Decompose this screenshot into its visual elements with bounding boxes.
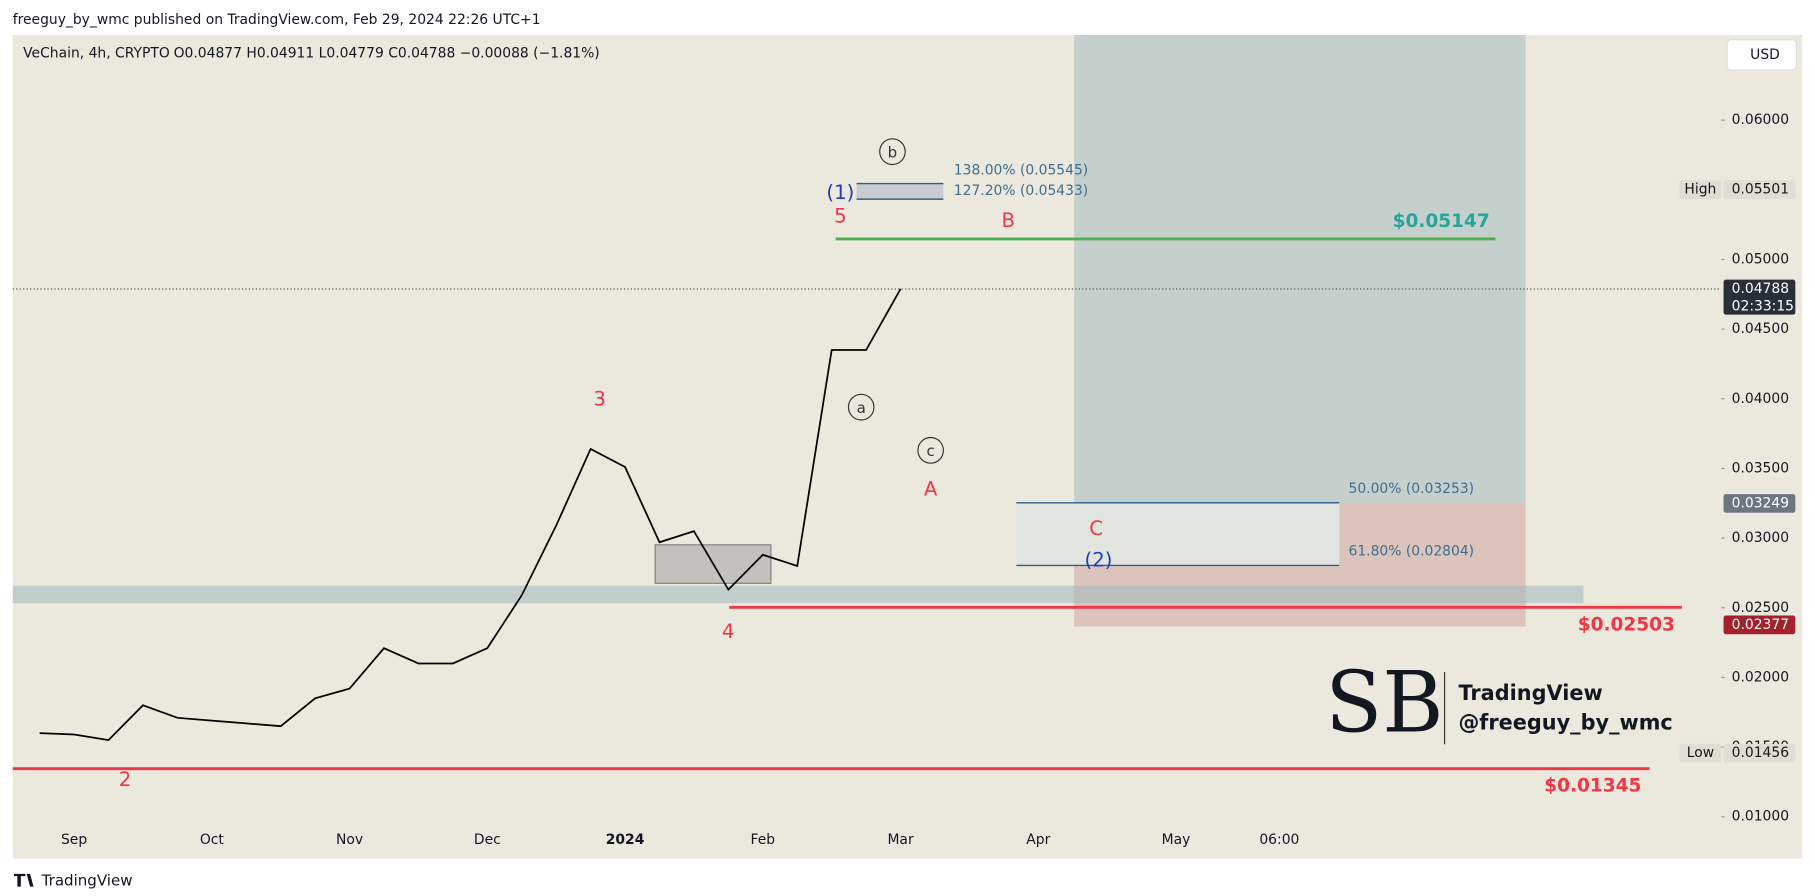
y-tick-label: 0.04000: [1732, 391, 1789, 407]
price-badge: [1723, 180, 1796, 199]
wave-label: c: [927, 442, 935, 460]
fib-zone: [1016, 502, 1340, 566]
fib-label: 138.00% (0.05545): [954, 163, 1088, 179]
x-tick-label: Sep: [61, 832, 87, 848]
wave-label: 3: [593, 388, 606, 411]
wave-label: (2): [1085, 549, 1113, 572]
chart-background: [12, 35, 1803, 859]
currency-button[interactable]: [1726, 39, 1798, 71]
wave-label: C: [1089, 517, 1103, 540]
currency[interactable]: USD: [1750, 47, 1780, 63]
fib-label: 127.20% (0.05433): [954, 183, 1088, 199]
y-tick-label: 0.03000: [1732, 530, 1789, 546]
x-tick-label: Nov: [336, 832, 363, 848]
wave-circle: [917, 436, 944, 464]
price-level-label: $0.02503: [1578, 614, 1675, 635]
watermark-author: @freeguy_by_wmc: [1458, 710, 1672, 734]
x-tick-label: Oct: [200, 832, 225, 848]
symbol-title: VeChain, 4h, CRYPTO: [23, 46, 170, 62]
price-badge-value: 0.03249: [1732, 495, 1789, 511]
y-tick-label: 0.01000: [1732, 809, 1789, 825]
x-tick-label: Feb: [751, 832, 776, 848]
y-tick-label: 0.04500: [1732, 321, 1789, 337]
x-tick-label: 06:00: [1259, 832, 1299, 848]
wave-label: A: [924, 477, 938, 500]
price-badge-tag: [1679, 180, 1722, 199]
watermark-brand: TradingView: [1458, 681, 1602, 705]
y-tick-label: 0.03500: [1732, 460, 1789, 476]
wave-circle: [847, 393, 875, 421]
x-tick-label: May: [1162, 832, 1191, 848]
price-badge: [1723, 494, 1796, 513]
ohlc: O0.04877 H0.04911 L0.04779 C0.04788 −0.0…: [174, 46, 600, 62]
watermark-logo: SB: [1325, 653, 1443, 751]
wave-label: 5: [834, 204, 847, 227]
price-badge-value: 0.01456: [1732, 745, 1789, 761]
x-tick-label: Dec: [474, 832, 501, 848]
footer-brand: TradingView: [41, 871, 133, 889]
price-badge: [1723, 615, 1796, 635]
wave-label: (1): [826, 181, 854, 204]
footer-logo: [13, 873, 34, 887]
price-badge-tag: [1679, 743, 1722, 763]
price-level-label: $0.05147: [1393, 211, 1490, 232]
price-badge-countdown: 02:33:15: [1732, 298, 1794, 314]
price-badge-label: Low: [1687, 745, 1714, 761]
y-tick-label: 0.06000: [1732, 112, 1789, 128]
x-tick-label: 2024: [606, 832, 645, 848]
wave-label: B: [1001, 209, 1015, 232]
position-target-zone: [1074, 35, 1526, 504]
support-band: [12, 585, 1584, 604]
y-tick-label: 0.02500: [1732, 600, 1789, 616]
price-badge-value: 0.05501: [1732, 182, 1789, 198]
fib-label: 50.00% (0.03253): [1349, 481, 1475, 497]
price-badge-value: 0.04788: [1732, 281, 1789, 297]
price-badge-value: 0.02377: [1732, 617, 1789, 633]
wave-label: 4: [722, 620, 735, 643]
plot: 138.00% (0.05545) 127.20% (0.05433) 50.00%…: [12, 35, 1796, 848]
wave-label: b: [888, 143, 898, 161]
fib-label: 61.80% (0.02804): [1349, 543, 1475, 559]
price-badge: [1723, 279, 1796, 315]
wave-circle: [879, 138, 906, 166]
wave-label: 2: [119, 768, 132, 791]
price-badge: [1723, 743, 1796, 763]
y-tick-label: 0.05000: [1732, 251, 1789, 267]
fib-zone: [856, 183, 944, 200]
x-tick-label: Mar: [887, 832, 913, 848]
publish-header: freeguy_by_wmc published on TradingView.…: [13, 12, 541, 28]
wave-label: a: [857, 399, 866, 417]
price-line: [39, 288, 902, 742]
x-tick-label: Apr: [1026, 832, 1050, 848]
price-level-label: $0.01345: [1544, 776, 1641, 797]
y-tick-label: 0.02000: [1732, 669, 1789, 685]
price-badge-label: High: [1684, 182, 1716, 198]
